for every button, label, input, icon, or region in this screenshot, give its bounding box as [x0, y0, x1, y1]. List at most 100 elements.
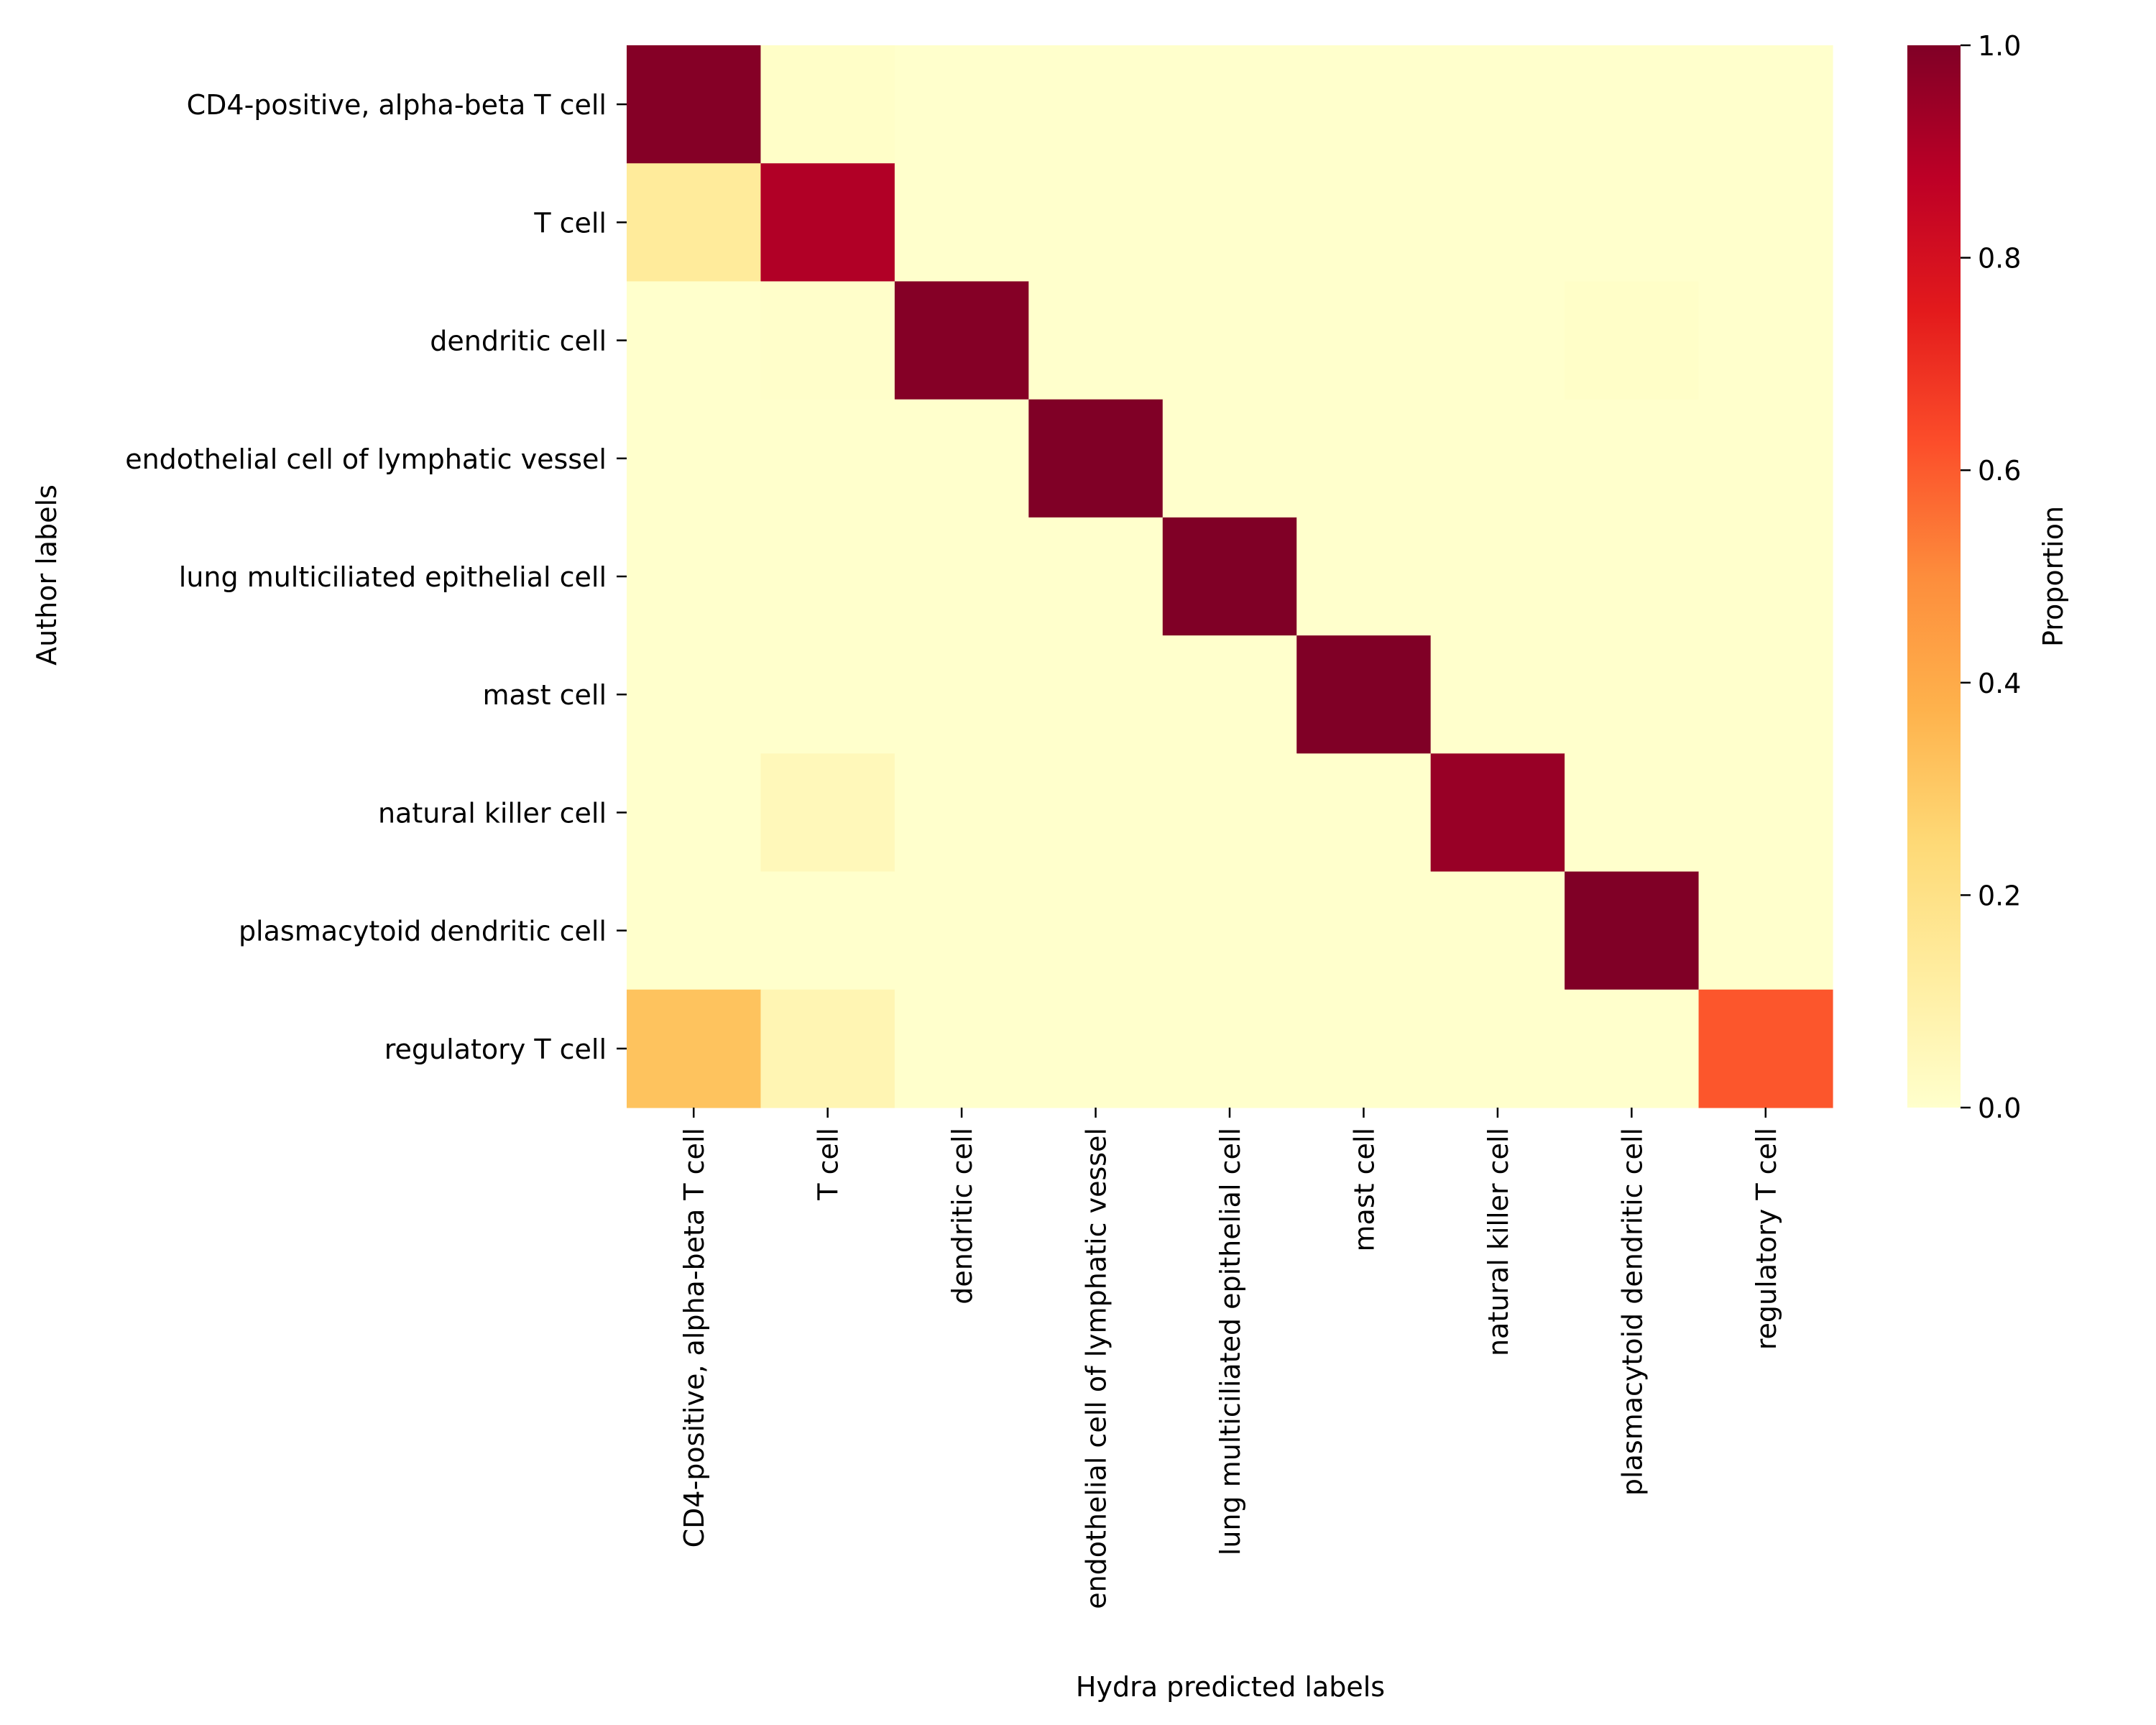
y-tick-label-plasmacytoid-dendritic-cell: plasmacytoid dendritic cell	[239, 916, 607, 947]
colorbar-title: Proportion	[2037, 506, 2069, 647]
heatmap-cell-r3-c5	[1296, 399, 1432, 518]
colorbar	[1907, 45, 1961, 1108]
heatmap-cell-r1-c4	[1162, 163, 1297, 282]
heatmap-cell-r6-c6	[1430, 753, 1565, 873]
heatmap-cell-r2-c0	[627, 281, 762, 400]
x-tick-label-plasmacytoid-dendritic-cell: plasmacytoid dendritic cell	[1616, 1128, 1648, 1496]
x-tick-label-lung-multiciliated-epithelial-cell: lung multiciliated epithelial cell	[1215, 1128, 1246, 1555]
heatmap-cell-r7-c8	[1698, 871, 1833, 990]
heatmap-cell-r0-c0	[627, 45, 762, 164]
heatmap-cell-r4-c7	[1565, 517, 1700, 636]
y-axis-title: Author labels	[31, 484, 63, 666]
y-tick-label-endothelial-cell-of-lymphatic-vessel: endothelial cell of lymphatic vessel	[125, 443, 607, 475]
heatmap-cell-r0-c8	[1698, 45, 1833, 164]
x-tick-label-endothelial-cell-of-lymphatic-vessel: endothelial cell of lymphatic vessel	[1081, 1128, 1112, 1609]
heatmap-cell-r4-c2	[894, 517, 1029, 636]
heatmap-cell-r3-c8	[1698, 399, 1833, 518]
heatmap-cell-r1-c8	[1698, 163, 1833, 282]
x-axis: CD4-positive, alpha-beta T cell T cell den…	[678, 1108, 1782, 1609]
heatmap-cell-r4-c0	[627, 517, 762, 636]
y-tick-label-mast-cell: mast cell	[483, 679, 607, 711]
heatmap-cell-r0-c7	[1565, 45, 1700, 164]
colorbar-tick-label-3: 0.6	[1978, 455, 2021, 487]
heatmap-cell-r1-c7	[1565, 163, 1700, 282]
heatmap-cell-r6-c4	[1162, 753, 1297, 873]
heatmap-cell-r2-c8	[1698, 281, 1833, 400]
heatmap-cell-r3-c3	[1028, 399, 1164, 518]
heatmap-cell-r0-c5	[1296, 45, 1432, 164]
heatmap-cell-r8-c2	[894, 989, 1029, 1108]
y-axis: CD4-positive, alpha-beta T cell T cell den…	[125, 89, 627, 1065]
heatmap-cell-r1-c6	[1430, 163, 1565, 282]
heatmap-cells	[627, 45, 1833, 1108]
heatmap-cell-r5-c2	[894, 635, 1029, 754]
heatmap-cell-r6-c5	[1296, 753, 1432, 873]
heatmap-cell-r1-c1	[760, 163, 895, 282]
heatmap-cell-r5-c7	[1565, 635, 1700, 754]
heatmap-cell-r3-c2	[894, 399, 1029, 518]
heatmap-cell-r7-c5	[1296, 871, 1432, 990]
heatmap-cell-r0-c6	[1430, 45, 1565, 164]
heatmap-cell-r4-c5	[1296, 517, 1432, 636]
x-tick-label-natural-killer-cell: natural killer cell	[1483, 1128, 1514, 1356]
colorbar-tick-label-5: 1.0	[1978, 30, 2021, 62]
heatmap-cell-r8-c4	[1162, 989, 1297, 1108]
heatmap-cell-r5-c8	[1698, 635, 1833, 754]
heatmap-cell-r7-c1	[760, 871, 895, 990]
heatmap-cell-r8-c8	[1698, 989, 1833, 1108]
heatmap-cell-r7-c2	[894, 871, 1029, 990]
heatmap-cell-r4-c4	[1162, 517, 1297, 636]
heatmap-cell-r5-c4	[1162, 635, 1297, 754]
heatmap-cell-r5-c0	[627, 635, 762, 754]
heatmap-cell-r8-c6	[1430, 989, 1565, 1108]
heatmap-cell-r4-c6	[1430, 517, 1565, 636]
y-tick-label-cd4-positive-alpha-beta-t-cell: CD4-positive, alpha-beta T cell	[187, 89, 607, 121]
heatmap-cell-r5-c3	[1028, 635, 1164, 754]
y-tick-label-dendritic-cell: dendritic cell	[430, 326, 607, 357]
x-tick-label-mast-cell: mast cell	[1348, 1128, 1380, 1251]
x-tick-label-cd4-positive-alpha-beta-t-cell: CD4-positive, alpha-beta T cell	[678, 1128, 710, 1547]
heatmap-cell-r0-c3	[1028, 45, 1164, 164]
heatmap-cell-r0-c1	[760, 45, 895, 164]
heatmap-cell-r6-c7	[1565, 753, 1700, 873]
heatmap-cell-r2-c5	[1296, 281, 1432, 400]
y-tick-label-lung-multiciliated-epithelial-cell: lung multiciliated epithelial cell	[179, 561, 607, 593]
heatmap-cell-r8-c0	[627, 989, 762, 1108]
heatmap-cell-r8-c7	[1565, 989, 1700, 1108]
y-tick-label-regulatory-t-cell: regulatory T cell	[384, 1034, 607, 1065]
heatmap-cell-r1-c5	[1296, 163, 1432, 282]
x-tick-label-t-cell: T cell	[813, 1128, 844, 1201]
x-tick-label-regulatory-t-cell: regulatory T cell	[1751, 1128, 1782, 1350]
heatmap-cell-r7-c3	[1028, 871, 1164, 990]
heatmap-cell-r4-c8	[1698, 517, 1833, 636]
colorbar-tick-label-1: 0.2	[1978, 880, 2021, 911]
heatmap-cell-r7-c6	[1430, 871, 1565, 990]
heatmap-cell-r7-c7	[1565, 871, 1700, 990]
heatmap-cell-r0-c2	[894, 45, 1029, 164]
heatmap-cell-r3-c0	[627, 399, 762, 518]
x-tick-label-dendritic-cell: dendritic cell	[946, 1128, 978, 1305]
colorbar-tick-label-2: 0.4	[1978, 668, 2021, 699]
heatmap-cell-r7-c0	[627, 871, 762, 990]
colorbar-tick-label-0: 0.0	[1978, 1092, 2021, 1124]
heatmap-cell-r2-c7	[1565, 281, 1700, 400]
y-tick-label-t-cell: T cell	[533, 207, 607, 239]
heatmap-cell-r6-c8	[1698, 753, 1833, 873]
y-tick-label-natural-killer-cell: natural killer cell	[378, 797, 607, 829]
heatmap-cell-r2-c6	[1430, 281, 1565, 400]
colorbar-ticks: 0.0 0.2 0.4 0.6 0.8 1.0	[1961, 30, 2021, 1124]
heatmap-cell-r2-c2	[894, 281, 1029, 400]
heatmap-cell-r2-c3	[1028, 281, 1164, 400]
heatmap-cell-r3-c1	[760, 399, 895, 518]
heatmap-cell-r1-c3	[1028, 163, 1164, 282]
heatmap-cell-r6-c2	[894, 753, 1029, 873]
heatmap-cell-r5-c1	[760, 635, 895, 754]
heatmap-cell-r4-c1	[760, 517, 895, 636]
heatmap-cell-r6-c1	[760, 753, 895, 873]
heatmap-cell-r2-c4	[1162, 281, 1297, 400]
heatmap-cell-r7-c4	[1162, 871, 1297, 990]
heatmap-cell-r4-c3	[1028, 517, 1164, 636]
heatmap-cell-r3-c6	[1430, 399, 1565, 518]
